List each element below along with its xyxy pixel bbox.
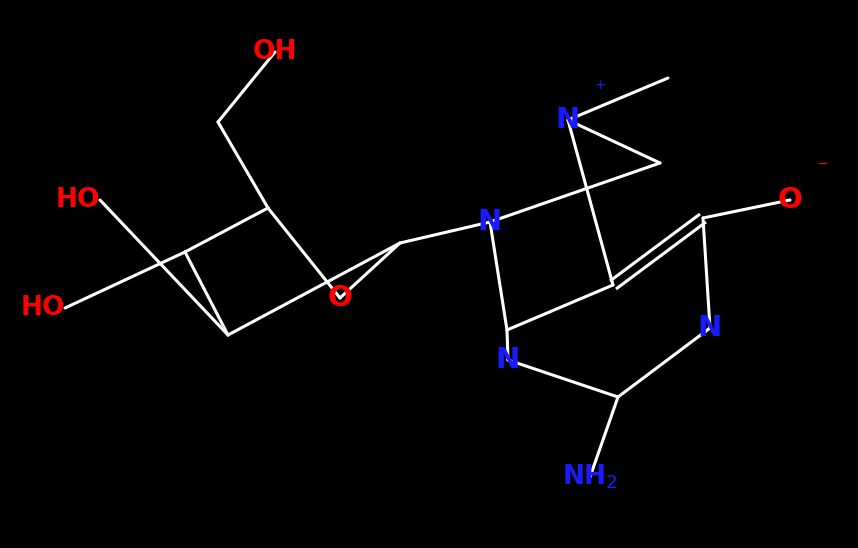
Text: HO: HO: [21, 295, 65, 321]
Text: N: N: [698, 314, 722, 342]
Text: N: N: [496, 346, 520, 374]
Text: $^+$: $^+$: [592, 79, 607, 98]
Text: OH: OH: [253, 39, 297, 65]
Text: O: O: [777, 186, 802, 214]
Text: HO: HO: [56, 187, 100, 213]
Text: N: N: [556, 106, 580, 134]
Text: NH$_2$: NH$_2$: [562, 463, 618, 491]
Text: O: O: [328, 284, 353, 312]
Text: N: N: [478, 208, 502, 236]
Text: $^-$: $^-$: [814, 159, 829, 178]
